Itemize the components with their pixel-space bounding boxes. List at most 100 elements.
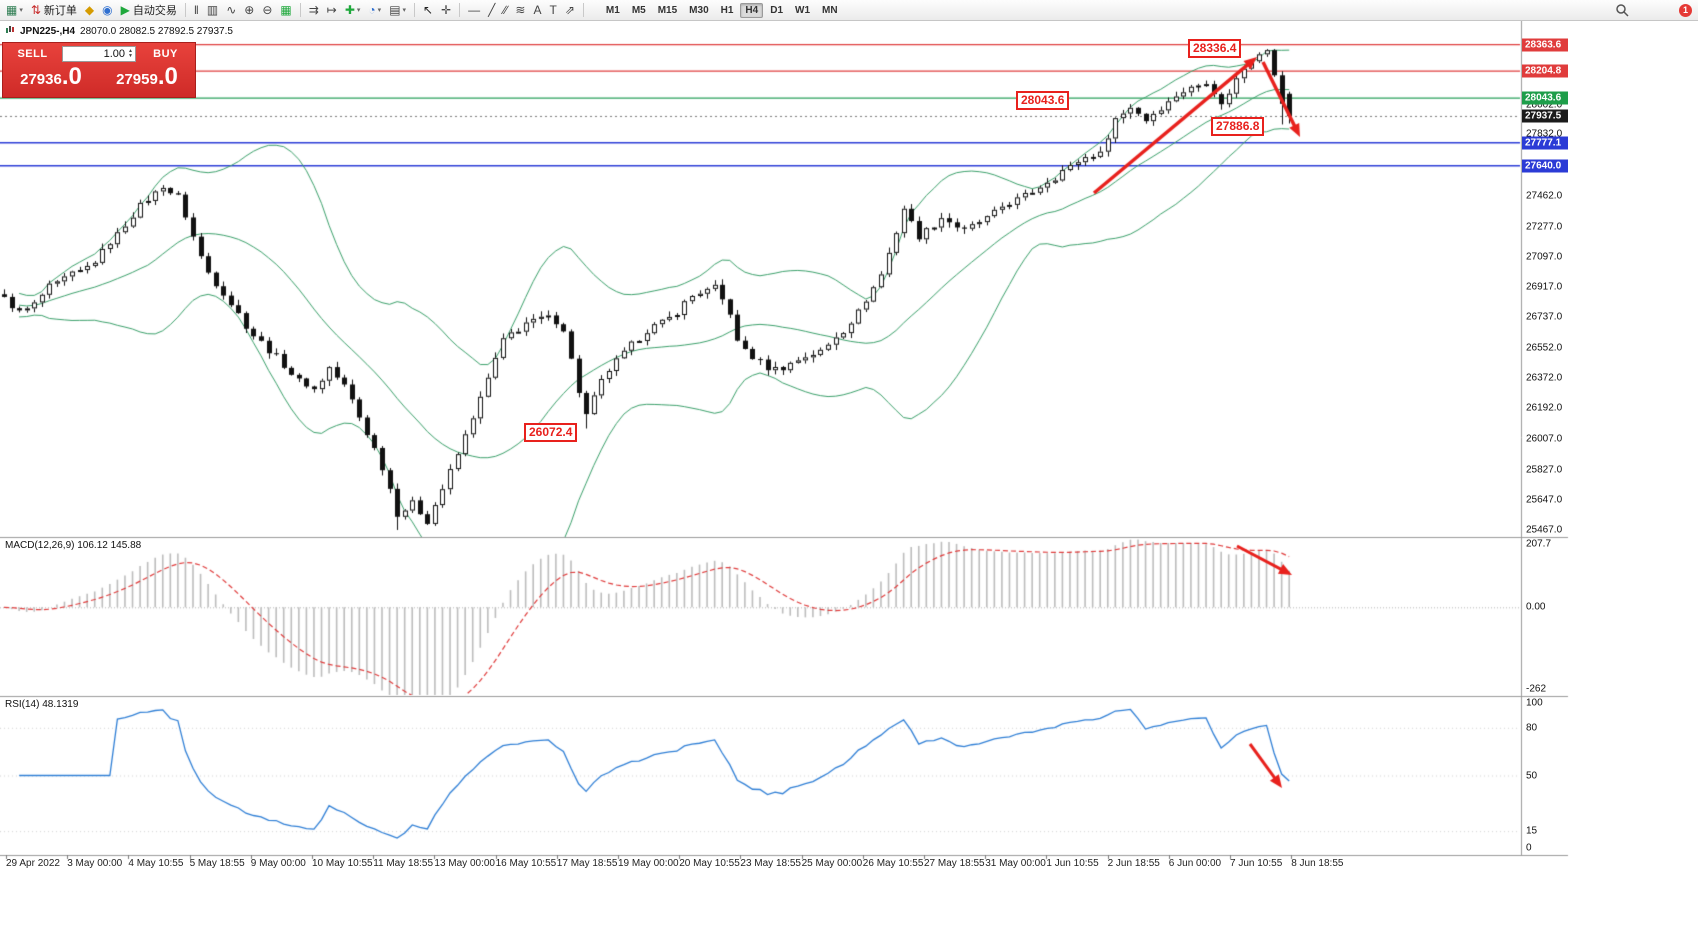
time-axis-label: 2 Jun 18:55: [1107, 858, 1160, 869]
ohlc-values: 28070.0 28082.5 27892.5 27937.5: [80, 26, 233, 37]
line-chart-icon: ∿: [226, 3, 237, 17]
dropdown-arrow-icon[interactable]: ▾: [377, 7, 382, 14]
volume-spinner[interactable]: ▲ ▼: [128, 47, 133, 59]
timeframe-h1[interactable]: H1: [720, 4, 734, 16]
time-axis-label: 3 May 00:00: [67, 858, 123, 869]
template-icon: ▤: [389, 3, 401, 17]
arrows-icon[interactable]: ⇗: [562, 1, 578, 19]
rsi-scale-label: 100: [1526, 697, 1543, 709]
zoom-in-icon: ⊕: [244, 3, 255, 17]
toolbar-separator: [459, 3, 461, 17]
search-icon[interactable]: [1615, 3, 1629, 17]
new-order-button[interactable]: ⇅ 新订单: [28, 1, 80, 19]
buy-price-frac: .0: [157, 63, 178, 90]
price-axis-label: 27277.0: [1526, 221, 1563, 233]
price-axis-label: 26192.0: [1526, 402, 1563, 414]
price-callout-label[interactable]: 27886.8: [1211, 117, 1265, 136]
text-icon: A: [533, 3, 542, 17]
hline-icon[interactable]: —: [465, 1, 483, 19]
crosshair-icon[interactable]: ✛: [438, 1, 454, 19]
label-icon[interactable]: T: [547, 1, 560, 19]
rsi-label: RSI(14) 48.1319: [5, 699, 79, 710]
sell-button[interactable]: SELL: [17, 47, 48, 60]
price-axis-label: 25647.0: [1526, 494, 1563, 506]
spinner-down-icon[interactable]: ▼: [128, 52, 133, 59]
price-axis-badge: 27937.5: [1522, 109, 1568, 123]
macd-label: MACD(12,26,9) 106.12 145.88: [5, 540, 142, 551]
zoom-out-icon[interactable]: ⊖: [259, 1, 275, 19]
trendline-icon[interactable]: ╱: [485, 1, 498, 19]
time-axis-label: 29 Apr 2022: [6, 858, 60, 869]
one-click-trading-panel: SELL 1.00 ▲ ▼ BUY 27936.0 27959.0: [2, 42, 196, 98]
sell-price-frac: .0: [61, 63, 82, 90]
dropdown-arrow-icon[interactable]: ▾: [356, 7, 361, 14]
new-chart-icon[interactable]: ▦ ▾: [3, 1, 26, 19]
timeframe-w1[interactable]: W1: [795, 4, 811, 16]
timeframe-mn[interactable]: MN: [822, 4, 838, 16]
chart-shift-icon[interactable]: ↦: [324, 1, 340, 19]
notification-badge[interactable]: 1: [1679, 3, 1692, 17]
toolbar-separator: [184, 3, 186, 17]
macd-scale-label: 207.7: [1526, 538, 1552, 550]
price-axis-label: 28002.0: [1526, 99, 1563, 111]
toolbar-right: 1: [1615, 0, 1692, 20]
timeframe-m1[interactable]: M1: [605, 4, 620, 16]
candlestick-chart-icon[interactable]: ▥: [204, 1, 221, 19]
volume-input[interactable]: 1.00 ▲ ▼: [62, 45, 136, 62]
rsi-scale-label: 50: [1526, 770, 1538, 781]
add-indicator-icon[interactable]: ✚ ▾: [342, 1, 364, 19]
channel-icon[interactable]: ∕∕: [500, 1, 510, 19]
line-chart-icon[interactable]: ∿: [223, 1, 239, 19]
period-icon: ◔: [368, 3, 376, 17]
toolbar-items: ▦ ▾ ⇅ 新订单 ◆ ◉ ▶ 自动交易 ‖ ▥ ∿ ⊕ ⊖ ▦ ⇉ ↦ ✚ ▾ ◔ ▾ ▤ ▾ ↖ ✛ — ╱ ∕∕ ≋ A T ⇗: [0, 0, 588, 20]
timeframe-m15[interactable]: M15: [657, 4, 678, 16]
fibonacci-icon: ≋: [515, 3, 526, 17]
sell-price[interactable]: 27936.0: [3, 64, 99, 97]
timeframe-m5[interactable]: M5: [631, 4, 646, 16]
price-callout-label[interactable]: 26072.4: [524, 423, 578, 442]
auto-scroll-icon: ⇉: [308, 3, 319, 17]
time-axis-label: 26 May 10:55: [862, 858, 924, 869]
time-axis-label: 9 May 00:00: [250, 858, 306, 869]
price-callout-label[interactable]: 28043.6: [1016, 91, 1070, 110]
bars-chart-icon[interactable]: ‖: [191, 1, 202, 19]
time-axis-label: 5 May 18:55: [189, 858, 245, 869]
one-click-price-row: 27936.0 27959.0: [3, 64, 195, 97]
label-icon: T: [549, 3, 557, 17]
community-icon: ◉: [102, 3, 113, 17]
price-axis-label: 26372.0: [1526, 372, 1563, 384]
buy-price[interactable]: 27959.0: [99, 64, 195, 97]
new-order-icon: ⇅: [30, 3, 41, 17]
auto-scroll-icon[interactable]: ⇉: [306, 1, 322, 19]
zoom-out-icon: ⊖: [262, 3, 273, 17]
cursor-icon[interactable]: ↖: [420, 1, 436, 19]
timeframe-m30[interactable]: M30: [689, 4, 709, 16]
price-callout-label[interactable]: 28336.4: [1188, 39, 1242, 58]
autotrade-button[interactable]: ▶ 自动交易: [118, 1, 180, 19]
spinner-up-icon[interactable]: ▲: [128, 47, 133, 54]
template-icon[interactable]: ▤ ▾: [386, 1, 409, 19]
time-axis-label: 8 Jun 18:55: [1291, 858, 1344, 869]
market-icon[interactable]: ◆: [82, 1, 97, 19]
macd-scale-label: -262: [1526, 683, 1547, 695]
timeframe-h4[interactable]: H4: [740, 2, 764, 18]
tile-windows-icon[interactable]: ▦: [277, 1, 294, 19]
text-icon[interactable]: A: [530, 1, 544, 19]
price-axis-label: 25827.0: [1526, 464, 1563, 476]
community-icon[interactable]: ◉: [99, 1, 115, 19]
time-axis-label: 25 May 00:00: [801, 858, 863, 869]
time-axis-label: 31 May 00:00: [985, 858, 1046, 869]
dropdown-arrow-icon[interactable]: ▾: [402, 7, 407, 14]
rsi-scale-label: 15: [1526, 825, 1538, 837]
time-axis-label: 1 Jun 10:55: [1046, 858, 1099, 869]
period-icon[interactable]: ◔ ▾: [365, 1, 384, 19]
dropdown-arrow-icon[interactable]: ▾: [19, 7, 23, 14]
fibonacci-icon[interactable]: ≋: [512, 1, 528, 19]
buy-button[interactable]: BUY: [153, 47, 178, 60]
toolbar-separator: [299, 3, 301, 17]
timeframe-d1[interactable]: D1: [770, 4, 784, 16]
rsi-scale-label: 80: [1526, 722, 1538, 734]
zoom-in-icon[interactable]: ⊕: [241, 1, 257, 19]
